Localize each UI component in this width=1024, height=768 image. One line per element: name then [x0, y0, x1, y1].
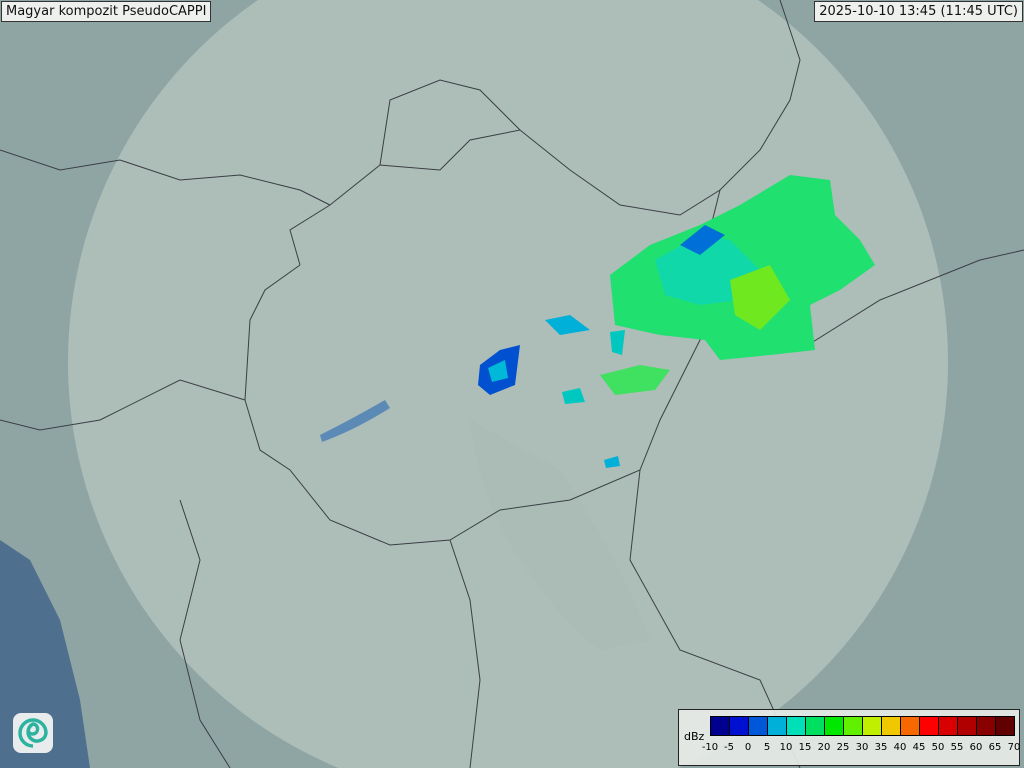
legend-tick: -10 [701, 742, 719, 753]
legend-tick: 30 [855, 742, 869, 753]
legend-tick: 15 [798, 742, 812, 753]
legend-tick: 50 [931, 742, 945, 753]
legend-tick: 40 [893, 742, 907, 753]
color-bin [825, 717, 844, 735]
color-scale [710, 716, 1015, 736]
color-bin [901, 717, 920, 735]
color-bin [806, 717, 825, 735]
legend-tick: 55 [950, 742, 964, 753]
legend-unit: dBz [684, 730, 705, 743]
swirl-logo-icon [13, 713, 53, 753]
color-bin [863, 717, 882, 735]
color-bin [996, 717, 1014, 735]
color-bin [730, 717, 749, 735]
great-plain [470, 420, 650, 650]
color-bin [977, 717, 996, 735]
color-bin [787, 717, 806, 735]
legend-tick: -5 [724, 742, 734, 753]
legend-tick: 35 [874, 742, 888, 753]
precipitation-echoes [478, 175, 875, 468]
legend-tick: 0 [744, 742, 752, 753]
legend-tick: 65 [988, 742, 1002, 753]
legend-tick: 10 [779, 742, 793, 753]
legend-tick: 60 [969, 742, 983, 753]
legend-tick: 5 [763, 742, 771, 753]
legend-tick: 25 [836, 742, 850, 753]
color-bin [844, 717, 863, 735]
color-bin [711, 717, 730, 735]
color-bin [939, 717, 958, 735]
legend-ticks: -10 -5 0 5 10 15 20 25 30 35 40 45 50 55 60 65 70 [702, 742, 1021, 756]
color-bin [768, 717, 787, 735]
legend-tick: 20 [817, 742, 831, 753]
color-bin [920, 717, 939, 735]
lake-balaton [320, 400, 390, 442]
color-bin [749, 717, 768, 735]
legend-tick: 45 [912, 742, 926, 753]
dbz-legend: dBz -10 -5 0 5 10 15 20 25 30 35 40 45 50 55 60 65 70 [678, 709, 1020, 766]
adriatic-sea [0, 540, 90, 768]
map-title: Magyar kompozit PseudoCAPPI [1, 1, 212, 22]
timestamp: 2025-10-10 13:45 (11:45 UTC) [814, 1, 1023, 22]
color-bin [882, 717, 901, 735]
color-bin [958, 717, 977, 735]
legend-tick: 70 [1007, 742, 1021, 753]
